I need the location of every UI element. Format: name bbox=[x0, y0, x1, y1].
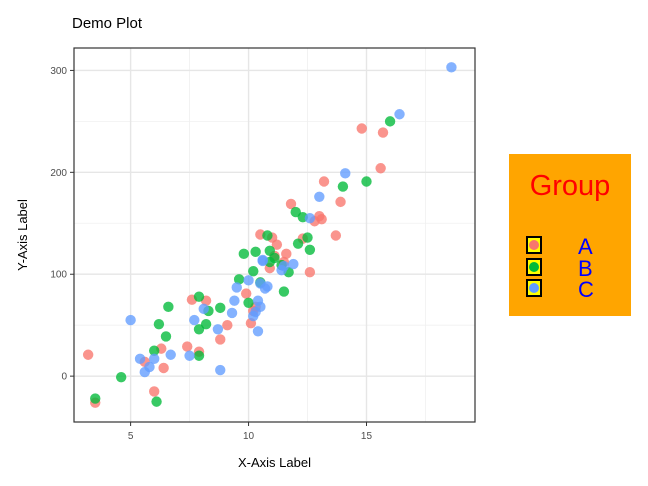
data-points bbox=[82, 62, 457, 408]
data-point-c bbox=[304, 212, 316, 224]
y-tick-label: 300 bbox=[50, 66, 67, 77]
legend-key-c bbox=[526, 279, 542, 297]
data-point-b bbox=[160, 331, 172, 342]
data-point-c bbox=[252, 326, 264, 337]
data-point-a bbox=[222, 319, 233, 331]
data-point-b bbox=[292, 238, 304, 249]
data-point-b bbox=[151, 396, 162, 407]
data-point-b bbox=[233, 274, 245, 285]
data-point-c bbox=[212, 324, 224, 335]
legend: Group A B C bbox=[509, 154, 631, 316]
data-point-c bbox=[288, 258, 299, 270]
legend-label-a: A bbox=[578, 234, 593, 259]
data-point-b bbox=[250, 246, 261, 258]
data-point-a bbox=[330, 230, 342, 241]
axes: 5 10 15 0 100 200 300 bbox=[50, 66, 372, 442]
data-point-c bbox=[198, 303, 209, 315]
data-point-a bbox=[356, 123, 367, 134]
data-point-a bbox=[149, 386, 160, 397]
data-point-c bbox=[314, 191, 325, 202]
legend-dot-b bbox=[529, 262, 539, 272]
legend-dot-c bbox=[529, 283, 539, 293]
data-point-a bbox=[182, 341, 193, 352]
data-point-b bbox=[163, 301, 174, 313]
data-point-b bbox=[153, 318, 165, 330]
legend-key-b bbox=[526, 258, 542, 276]
data-point-a bbox=[316, 214, 327, 225]
x-axis-label: X-Axis Label bbox=[238, 455, 311, 470]
data-point-b bbox=[337, 181, 349, 192]
grid-lines bbox=[74, 48, 475, 422]
data-point-c bbox=[257, 254, 268, 266]
data-point-a bbox=[377, 127, 389, 138]
data-point-b bbox=[278, 286, 290, 297]
chart-title: Demo Plot bbox=[72, 15, 143, 32]
data-point-b bbox=[290, 206, 301, 218]
legend-title: Group bbox=[529, 170, 611, 202]
data-point-b bbox=[384, 116, 396, 127]
data-point-a bbox=[285, 198, 297, 210]
data-point-c bbox=[229, 295, 240, 306]
data-point-a bbox=[318, 176, 330, 187]
data-point-c bbox=[278, 260, 290, 272]
data-point-a bbox=[281, 248, 292, 260]
data-point-c bbox=[243, 275, 254, 286]
data-point-c bbox=[215, 364, 226, 376]
legend-label-c: C bbox=[578, 277, 594, 302]
data-point-b bbox=[302, 232, 313, 243]
data-point-c bbox=[394, 109, 405, 120]
y-tick-label: 0 bbox=[61, 372, 67, 383]
data-point-b bbox=[200, 318, 212, 330]
y-tick-label: 100 bbox=[50, 270, 67, 281]
data-point-c bbox=[125, 314, 136, 326]
data-point-b bbox=[262, 230, 273, 241]
data-point-b bbox=[193, 350, 205, 361]
data-point-c bbox=[226, 307, 238, 319]
data-point-c bbox=[149, 353, 160, 365]
data-point-b bbox=[238, 248, 250, 260]
legend-label-b: B bbox=[578, 256, 593, 281]
data-point-b bbox=[215, 302, 226, 314]
plot-panel-border bbox=[73, 47, 476, 423]
data-point-a bbox=[375, 163, 386, 174]
data-point-c bbox=[231, 282, 242, 293]
data-point-a bbox=[335, 196, 346, 208]
data-point-b bbox=[361, 176, 372, 187]
data-point-a bbox=[82, 349, 94, 360]
y-axis-label: Y-Axis Label bbox=[15, 199, 30, 271]
data-point-c bbox=[262, 281, 273, 292]
y-tick-label: 200 bbox=[50, 168, 67, 179]
data-point-b bbox=[243, 297, 254, 308]
data-point-c bbox=[340, 168, 351, 179]
data-point-c bbox=[144, 361, 155, 373]
data-point-b bbox=[90, 393, 101, 404]
x-tick-label: 10 bbox=[243, 431, 255, 442]
data-point-c bbox=[255, 301, 266, 313]
data-point-c bbox=[184, 350, 195, 361]
data-point-a bbox=[304, 266, 316, 278]
data-point-a bbox=[215, 334, 226, 345]
data-point-c bbox=[134, 353, 146, 365]
x-tick-label: 5 bbox=[128, 431, 134, 442]
data-point-b bbox=[269, 252, 280, 264]
data-point-c bbox=[189, 314, 200, 326]
data-point-b bbox=[115, 371, 127, 383]
data-point-b bbox=[149, 345, 160, 356]
data-point-a bbox=[240, 288, 252, 299]
data-point-b bbox=[193, 291, 205, 302]
data-point-b bbox=[304, 244, 316, 255]
x-tick-label: 15 bbox=[361, 431, 373, 442]
legend-key-a bbox=[526, 236, 542, 254]
legend-dot-a bbox=[529, 240, 539, 250]
data-point-c bbox=[446, 62, 457, 73]
data-point-a bbox=[158, 362, 169, 374]
data-point-b bbox=[248, 265, 259, 277]
data-point-c bbox=[165, 349, 176, 360]
